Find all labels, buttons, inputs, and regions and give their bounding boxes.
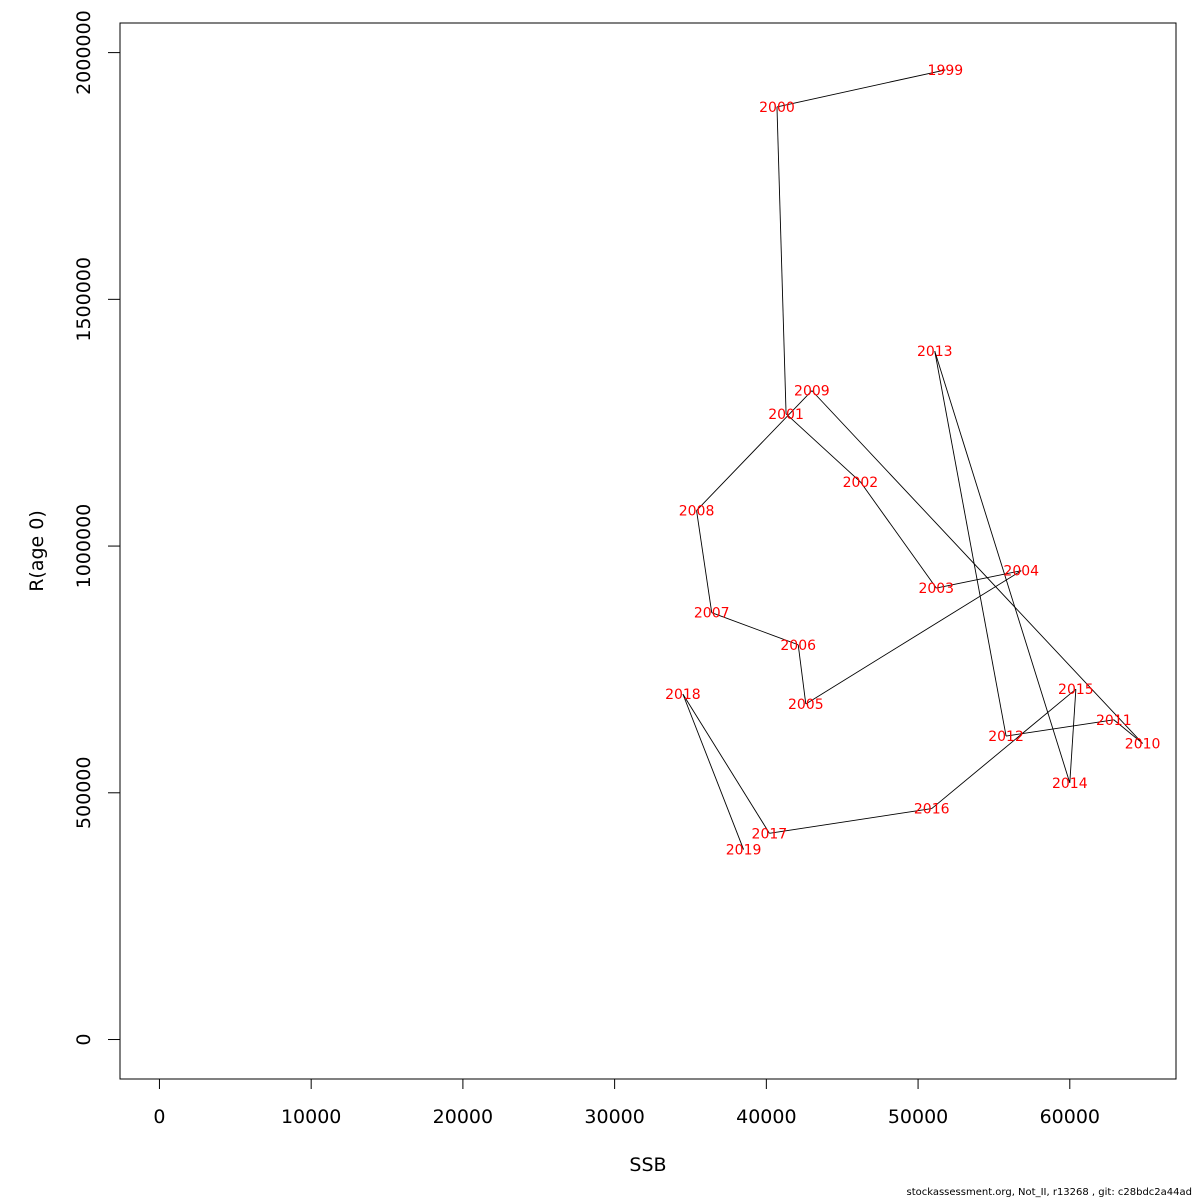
- year-labels: 1999 2000 2001 2002 2003 2004 2005 2006 2007 2008…: [665, 63, 1160, 859]
- x-axis: 0 10000 20000 30000 40000 50000 60000: [153, 1078, 1100, 1128]
- y-axis: 0 500000 1000000 1500000 2000000: [73, 10, 121, 1046]
- y-tick-label: 1000000: [73, 504, 95, 589]
- year-label-2012: 2012: [988, 729, 1024, 745]
- x-tick-label: 60000: [1040, 1106, 1100, 1128]
- year-label-2010: 2010: [1125, 736, 1161, 752]
- trajectory-segment: [696, 510, 713, 613]
- year-label-2018: 2018: [665, 687, 701, 703]
- trajectory-segment: [805, 570, 1022, 705]
- year-label-2006: 2006: [780, 638, 816, 654]
- y-tick-label: 500000: [73, 757, 95, 830]
- y-tick-label: 0: [73, 1033, 95, 1045]
- trajectory-segment: [776, 106, 787, 414]
- trajectory-segment: [936, 570, 1022, 589]
- year-label-2000: 2000: [759, 100, 795, 116]
- trajectory-segment: [711, 612, 799, 646]
- x-tick-label: 0: [153, 1106, 165, 1128]
- year-label-2017: 2017: [752, 826, 788, 842]
- trajectory-segment: [1113, 719, 1143, 744]
- footer-credit: stockassessment.org, Not_II, r13268 , gi…: [906, 1187, 1192, 1198]
- trajectory-segment: [934, 351, 1071, 784]
- trajectory-segment: [696, 390, 813, 511]
- year-label-2001: 2001: [768, 407, 804, 423]
- year-label-2013: 2013: [917, 344, 953, 360]
- trajectory-segment: [934, 351, 1007, 737]
- year-label-2005: 2005: [788, 697, 824, 713]
- year-label-2014: 2014: [1052, 776, 1088, 792]
- trajectory-segment: [682, 693, 770, 834]
- x-tick-label: 30000: [584, 1106, 644, 1128]
- year-label-2007: 2007: [694, 606, 730, 622]
- trajectory-segment: [811, 390, 1143, 744]
- x-axis-label: SSB: [629, 1154, 666, 1176]
- recruitment-trajectory: [682, 69, 1143, 850]
- year-label-2019: 2019: [726, 843, 762, 859]
- year-label-2011: 2011: [1096, 713, 1132, 729]
- x-tick-label: 20000: [433, 1106, 493, 1128]
- trajectory-segment: [1006, 719, 1114, 737]
- trajectory-segment: [1069, 689, 1077, 783]
- trajectory-segment: [682, 693, 745, 850]
- year-label-2004: 2004: [1003, 564, 1039, 580]
- y-tick-label: 2000000: [73, 10, 95, 95]
- trajectory-segment: [797, 644, 807, 705]
- year-label-2009: 2009: [794, 384, 830, 400]
- x-tick-label: 10000: [281, 1106, 341, 1128]
- y-axis-label: R(age 0): [26, 510, 48, 592]
- y-tick-label: 1500000: [73, 257, 95, 342]
- year-label-2002: 2002: [843, 475, 879, 491]
- trajectory-segment: [931, 688, 1077, 809]
- year-label-2003: 2003: [918, 581, 954, 597]
- plot-frame: [119, 22, 1177, 1080]
- trajectory-segment: [776, 69, 946, 108]
- x-tick-label: 40000: [736, 1106, 796, 1128]
- trajectory-segment: [860, 481, 937, 589]
- x-tick-label: 50000: [888, 1106, 948, 1128]
- year-label-2008: 2008: [679, 504, 715, 520]
- trajectory-segment: [769, 808, 932, 834]
- year-label-2016: 2016: [914, 802, 950, 818]
- year-label-2015: 2015: [1058, 682, 1094, 698]
- year-label-1999: 1999: [928, 63, 964, 79]
- trajectory-segment: [785, 413, 861, 483]
